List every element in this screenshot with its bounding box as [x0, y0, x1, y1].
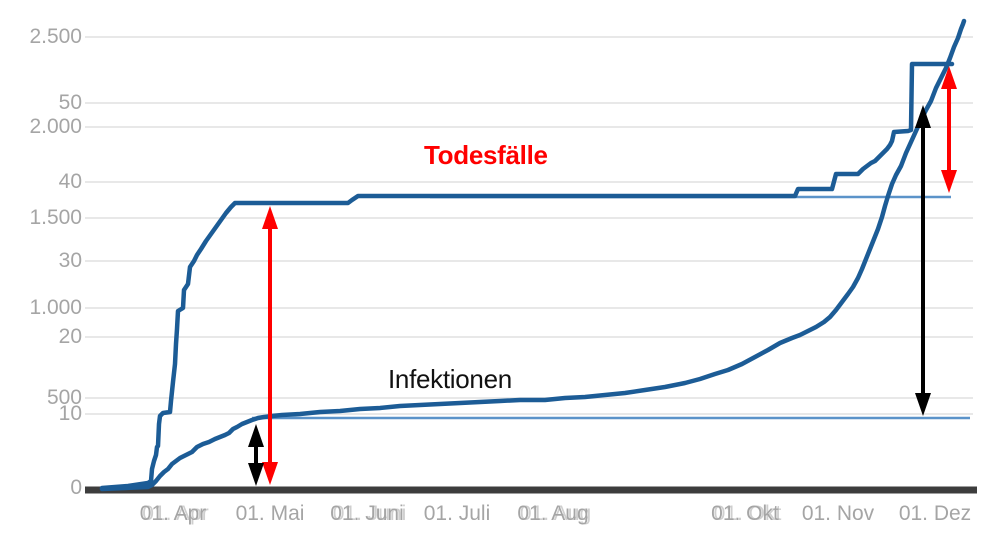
y-tick-label: 0: [70, 476, 82, 499]
infections-increase-arrow-may-head-up: [248, 424, 264, 447]
deaths-increase-arrow-may-head-down: [262, 462, 278, 485]
y-tick-label: 30: [58, 249, 82, 272]
y-tick-label: 50: [58, 91, 82, 114]
infections-line: [99, 18, 967, 492]
deaths-series-label: Todesfälle: [424, 140, 548, 170]
x-tick-label: 01. Apr: [139, 502, 207, 525]
infections-increase-arrow-dec-head-up: [915, 105, 931, 128]
y-tick-label: 40: [58, 170, 82, 193]
deaths-increase-arrow-dec-head-up: [941, 66, 957, 89]
y-tick-label: 1.000: [29, 296, 82, 319]
x-tick-label: 01. Aug: [517, 502, 589, 525]
x-tick-label: 01. Juli: [423, 502, 491, 525]
x-tick-label: 01. Nov: [801, 502, 875, 525]
x-tick-label: 01. Okt: [711, 502, 779, 525]
x-tick-label: 01. Dez: [898, 502, 972, 525]
y-tick-label: 20: [58, 325, 82, 348]
x-tick-label: 01. Mai: [235, 502, 305, 525]
deaths-line: [99, 61, 955, 491]
infections-increase-arrow-may-head-down: [248, 463, 264, 486]
infections-increase-arrow-dec-head-down: [915, 393, 931, 416]
y-tick-label: 500: [46, 386, 82, 409]
x-axis-line: [85, 486, 977, 494]
x-tick-label: 01. Juni: [330, 502, 404, 525]
infections-series-label: Infektionen: [388, 364, 512, 394]
y-tick-label: 2.500: [29, 25, 82, 48]
y-tick-label: 2.000: [29, 115, 82, 138]
y-tick-label: 10: [58, 402, 82, 425]
deaths-increase-arrow-dec-head-down: [941, 170, 957, 193]
deaths-increase-arrow-may-head-up: [262, 206, 278, 229]
y-tick-label: 1.500: [29, 206, 82, 229]
